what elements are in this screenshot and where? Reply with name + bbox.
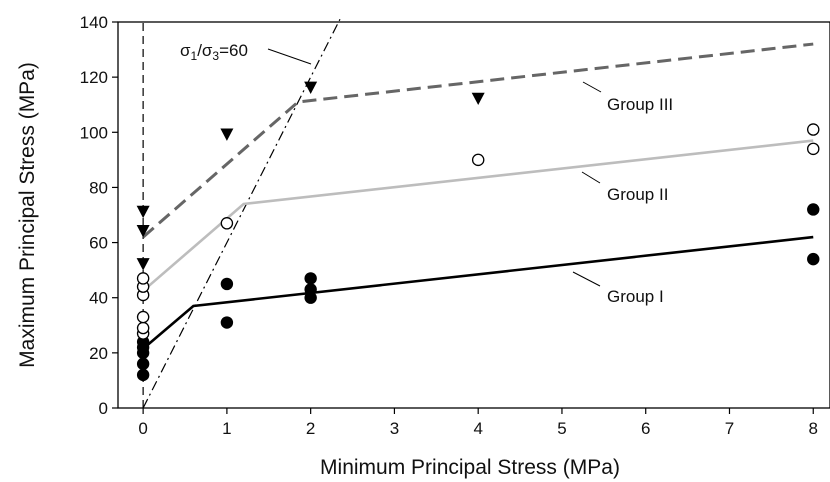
- annotation-ratio-label: σ1/σ3=60: [180, 41, 248, 63]
- group-i-point-6: [220, 316, 234, 329]
- group-ii-point-2: [136, 321, 150, 335]
- x-tick-label-7: 7: [725, 419, 734, 438]
- annotation-ratio-leader: [267, 48, 312, 65]
- group-iii-point-6: [471, 92, 485, 106]
- x-tick-label-2: 2: [306, 419, 315, 438]
- group-i-point-1: [136, 368, 150, 382]
- x-tick-label-5: 5: [557, 419, 566, 438]
- x-axis-title: Minimum Principal Stress (MPa): [320, 456, 620, 479]
- x-tick-label-3: 3: [390, 419, 399, 438]
- annotation-group-ii-label: Group II: [607, 185, 668, 204]
- x-tick-label-0: 0: [138, 419, 147, 438]
- x-tick-label-8: 8: [809, 419, 818, 438]
- group-i-point-10: [304, 272, 317, 285]
- annotation-group-iii-leader: [582, 81, 602, 93]
- annotation-group-ii-leader: [581, 171, 601, 184]
- annotation-group-iii-label: Group III: [607, 95, 673, 114]
- group-i-point-7: [220, 277, 234, 291]
- plot-area: [136, 18, 820, 409]
- group-ii-point-8: [471, 153, 485, 167]
- axes-frame: [117, 21, 830, 409]
- group-iii-point-2: [136, 225, 150, 238]
- group-iii-point-3: [136, 205, 150, 219]
- x-tick-label-1: 1: [222, 419, 231, 438]
- group-ii-point-9: [806, 142, 820, 156]
- fit-line-group-iii: [142, 42, 814, 239]
- y-tick-label-120: 120: [80, 68, 108, 87]
- group-ii-point-3: [136, 310, 150, 324]
- group-iii-point-4: [220, 128, 234, 141]
- group-i-point-9: [304, 283, 317, 296]
- fit-line-group-ii: [142, 139, 814, 292]
- group-i-point-12: [807, 203, 820, 216]
- group-i-point-2: [136, 357, 150, 371]
- fit-line-group-i: [142, 235, 814, 350]
- group-ii-point-10: [806, 123, 820, 136]
- y-axis-title: Maximum Principal Stress (MPa): [16, 62, 39, 368]
- annotation-group-i-leader: [572, 271, 601, 287]
- group-ii-point-6: [136, 272, 150, 285]
- x-tick-label-6: 6: [641, 419, 650, 438]
- group-i-point-11: [807, 252, 820, 266]
- group-iii-point-5: [304, 81, 318, 95]
- annotation-group-i-label: Group I: [607, 287, 664, 306]
- y-tick-label-60: 60: [89, 234, 108, 253]
- group-ii-point-7: [220, 217, 234, 230]
- y-tick-label-20: 20: [89, 344, 108, 363]
- y-tick-label-140: 140: [80, 13, 108, 32]
- y-tick-label-40: 40: [89, 289, 108, 308]
- y-tick-label-80: 80: [89, 178, 108, 197]
- y-tick-label-100: 100: [80, 123, 108, 142]
- x-tick-label-4: 4: [473, 419, 482, 438]
- group-iii-point-1: [136, 258, 150, 271]
- y-tick-label-0: 0: [99, 399, 108, 418]
